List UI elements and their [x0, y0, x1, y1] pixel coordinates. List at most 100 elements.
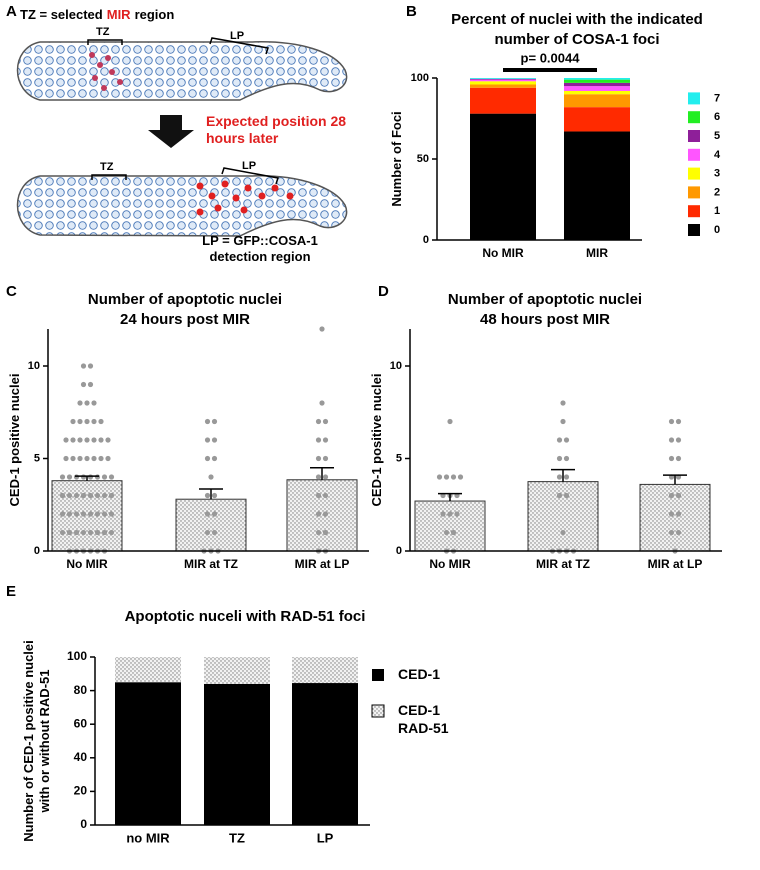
y-tick-label: 0	[34, 545, 40, 557]
data-point	[73, 529, 80, 536]
y-axis-label: Number of CED-1 positive nucleiwith or w…	[21, 640, 52, 842]
data-point	[91, 455, 97, 462]
lp-caption: LP = GFP::COSA-1 detection region	[202, 233, 318, 264]
arrow-caption: Expected position 28 hours later	[206, 113, 346, 146]
legend-label: 2	[714, 186, 720, 198]
data-point	[556, 474, 563, 480]
bar-segment	[564, 131, 630, 240]
legend-swatch	[688, 186, 700, 199]
data-point	[73, 492, 80, 499]
data-point	[105, 437, 111, 443]
data-point	[84, 418, 90, 425]
bar-segment	[470, 87, 536, 114]
legend-label: 3	[714, 168, 720, 180]
x-tick-label: LP	[317, 830, 334, 845]
y-tick-label: 0	[396, 545, 402, 557]
data-point	[108, 529, 115, 536]
data-point	[447, 418, 453, 425]
data-point	[211, 492, 218, 499]
data-point	[556, 437, 563, 443]
data-point	[59, 511, 66, 517]
caption-part: TZ = selected	[20, 7, 103, 22]
data-point	[70, 418, 76, 425]
panel-label: A	[6, 3, 17, 20]
tz-caption: TZ = selected MIR region	[20, 7, 174, 22]
data-point	[322, 492, 329, 499]
data-point	[315, 511, 322, 517]
data-point	[675, 437, 682, 443]
data-point	[436, 474, 443, 480]
legend-label: 5	[714, 130, 720, 142]
lp-label: LP	[230, 30, 244, 42]
error-bar	[551, 468, 575, 482]
data-point	[87, 529, 94, 536]
y-tick-label: 80	[74, 683, 88, 697]
data-point	[563, 455, 570, 462]
data-point	[322, 511, 329, 517]
data-point	[204, 437, 211, 443]
tz-bracket-bottom	[91, 174, 127, 180]
data-point	[443, 529, 450, 536]
x-tick-label: MIR at TZ	[536, 557, 590, 571]
legend-swatch	[688, 111, 700, 124]
legend-swatch	[688, 224, 700, 236]
y-tick-label: 5	[34, 452, 40, 464]
bar-segment	[204, 683, 270, 825]
error-bar	[75, 475, 99, 481]
data-point	[211, 418, 218, 425]
data-point	[315, 529, 322, 536]
data-point	[84, 437, 90, 443]
bar-segment	[115, 682, 181, 825]
data-point	[101, 492, 108, 499]
x-tick-label: TZ	[229, 830, 245, 845]
y-tick-label: 10	[28, 360, 40, 372]
panel-label: D	[378, 283, 389, 300]
data-point	[450, 474, 457, 480]
data-point	[204, 529, 211, 536]
data-point	[63, 437, 69, 443]
legend-swatch	[371, 704, 385, 718]
data-point	[77, 437, 83, 443]
data-point	[450, 529, 457, 536]
data-point	[560, 418, 566, 425]
data-point	[66, 529, 73, 536]
data-point	[66, 511, 73, 517]
data-point	[59, 529, 66, 536]
caption-mir: MIR	[107, 7, 131, 22]
data-point	[84, 400, 90, 406]
data-point	[560, 529, 566, 536]
y-tick-label: 50	[417, 153, 429, 165]
error-bar	[438, 492, 462, 502]
y-tick-label: 100	[411, 72, 429, 84]
data-point	[98, 437, 104, 443]
data-point	[322, 455, 329, 462]
panel-label: C	[6, 283, 17, 300]
legend-label: 4	[714, 149, 721, 161]
y-tick-label: 0	[80, 817, 87, 831]
y-tick-label: 10	[390, 360, 402, 372]
data-point	[87, 474, 94, 480]
data-point	[73, 511, 80, 517]
data-point	[315, 437, 322, 443]
data-point	[454, 511, 460, 517]
data-point	[80, 363, 87, 369]
data-point	[59, 474, 66, 480]
data-point	[94, 492, 101, 499]
legend-label: CED-1	[398, 666, 440, 682]
data-point	[447, 511, 453, 517]
data-point	[63, 455, 69, 462]
data-point	[675, 455, 682, 462]
annotation: p= 0.0044	[521, 50, 581, 65]
legend-swatch	[688, 130, 700, 142]
error-bar	[310, 467, 334, 480]
y-tick-label: 5	[396, 452, 402, 464]
data-point	[556, 455, 563, 462]
panel-label: B	[406, 3, 417, 20]
gonad-top	[16, 41, 348, 101]
y-tick-label: 100	[67, 649, 87, 663]
data-point	[84, 455, 90, 462]
data-point	[80, 511, 87, 517]
x-tick-label: No MIR	[66, 557, 108, 571]
data-point	[211, 455, 218, 462]
data-point	[668, 455, 675, 462]
